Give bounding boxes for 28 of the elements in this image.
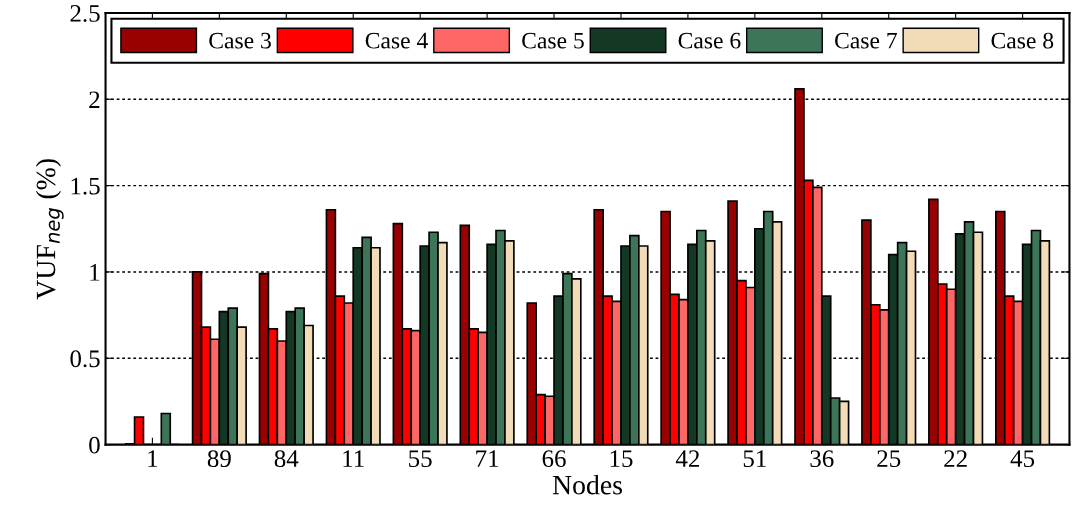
legend-label: Case 3 bbox=[209, 32, 271, 49]
legend-label: Case 8 bbox=[991, 32, 1054, 49]
x-tick-label: 15 bbox=[610, 450, 633, 468]
x-tick-label: 84 bbox=[274, 450, 299, 468]
x-tick-label: 36 bbox=[810, 450, 834, 468]
y-tick-label: 0 bbox=[89, 436, 100, 454]
y-tick-label: 2.5 bbox=[70, 5, 100, 22]
x-tick-label: 66 bbox=[542, 450, 566, 468]
x-tick-label: 51 bbox=[743, 450, 766, 468]
legend-label: Case 7 bbox=[835, 32, 897, 49]
x-tick-label: 71 bbox=[476, 450, 499, 467]
y-tick-label: 1.5 bbox=[71, 177, 100, 195]
legend-label: Case 5 bbox=[522, 32, 584, 49]
y-tick-label: 2 bbox=[89, 91, 100, 108]
legend-label: Case 4 bbox=[365, 32, 428, 49]
x-tick-label: 42 bbox=[675, 450, 700, 467]
x-tick-label: 45 bbox=[1010, 450, 1035, 468]
x-tick-label: 11 bbox=[343, 450, 364, 467]
y-tick-label: 0.5 bbox=[70, 350, 100, 368]
x-tick-label: 22 bbox=[944, 450, 967, 467]
x-tick-label: 25 bbox=[877, 450, 901, 468]
x-tick-label: 89 bbox=[207, 450, 231, 468]
x-tick-label: 55 bbox=[409, 450, 432, 468]
y-axis-title: VUF$_{neg}$ (%) bbox=[35, 159, 64, 300]
x-axis-title: Nodes bbox=[552, 474, 622, 495]
legend-label: Case 6 bbox=[678, 32, 741, 49]
y-tick-label: 1 bbox=[90, 264, 100, 281]
x-tick-label: 1 bbox=[148, 450, 158, 467]
